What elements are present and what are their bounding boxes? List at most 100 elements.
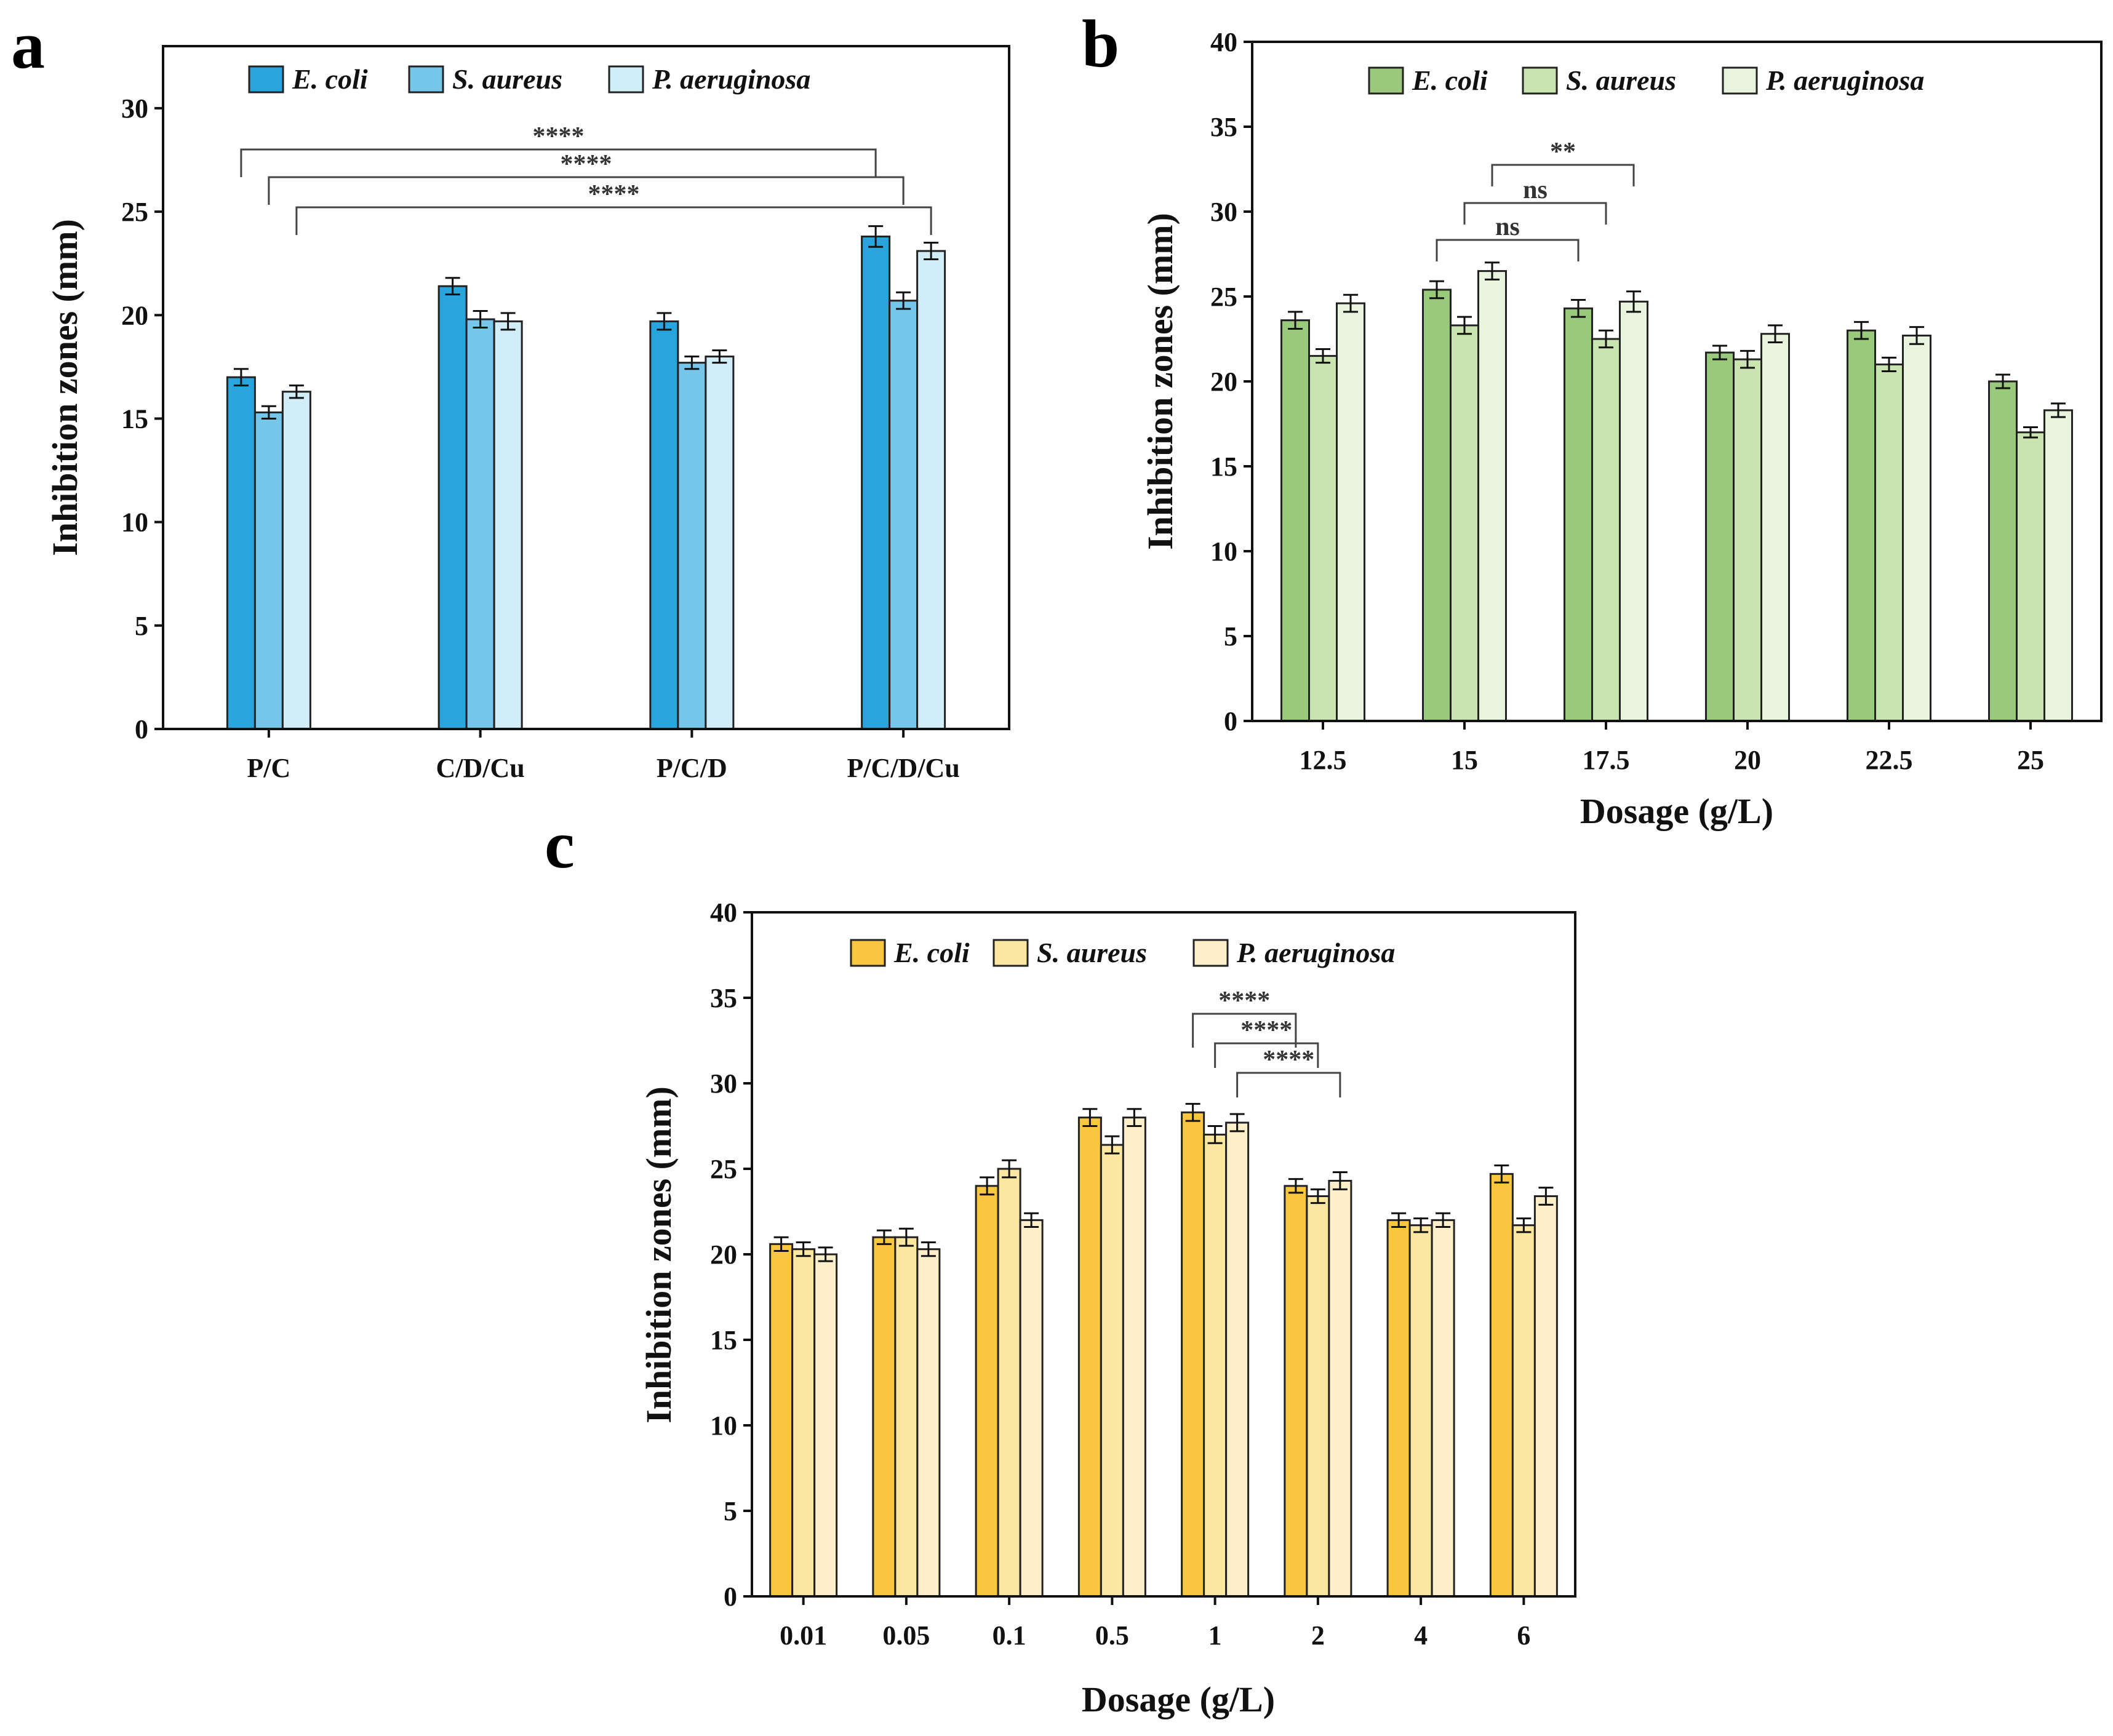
legend-label: E. coli <box>292 63 368 95</box>
x-axis-title: Dosage (g/L) <box>1082 1679 1275 1719</box>
y-tick-label: 10 <box>710 1411 737 1441</box>
x-tick-label: 22.5 <box>1866 745 1913 775</box>
significance-bracket <box>268 176 905 205</box>
bar <box>889 300 919 730</box>
x-axis-title: Dosage (g/L) <box>1580 791 1773 831</box>
bar <box>2043 409 2073 722</box>
bar <box>1181 1111 1205 1598</box>
y-tick-label: 10 <box>121 508 148 538</box>
bar <box>1533 1195 1558 1598</box>
y-tick-label: 30 <box>121 94 148 124</box>
legend-label: S. aureus <box>452 63 562 95</box>
significance-bracket <box>1214 1042 1319 1068</box>
bar <box>916 250 946 730</box>
bar <box>997 1168 1021 1598</box>
y-tick-label: 30 <box>710 1069 737 1099</box>
bar <box>1902 334 1931 722</box>
y-tick-label: 0 <box>724 1582 737 1612</box>
bar <box>254 411 284 730</box>
bar <box>1489 1173 1514 1598</box>
y-tick-label: 0 <box>1224 706 1237 736</box>
significance-label: **** <box>1263 1046 1314 1074</box>
x-tick-label: 20 <box>1734 745 1761 775</box>
significance-bracket <box>1236 1072 1341 1097</box>
bar <box>1847 329 1876 722</box>
y-tick-label: 25 <box>710 1154 737 1184</box>
significance-label: **** <box>588 180 640 209</box>
bar <box>1306 1195 1330 1598</box>
significance-bracket <box>1436 239 1580 261</box>
bar <box>1760 333 1790 722</box>
x-tick-label: 25 <box>2017 745 2044 775</box>
x-tick-label: 6 <box>1517 1620 1530 1650</box>
bar <box>1284 1185 1308 1598</box>
y-axis-title: Inhibition zones (mm) <box>639 1086 679 1423</box>
significance-label: **** <box>561 150 612 178</box>
bar <box>1431 1219 1455 1598</box>
x-tick-label: 2 <box>1311 1620 1325 1650</box>
bar <box>1705 351 1735 722</box>
bar <box>677 362 707 730</box>
significance-bracket <box>1192 1013 1297 1048</box>
x-tick-label: 12.5 <box>1300 745 1347 775</box>
bar <box>916 1248 941 1598</box>
y-tick-label: 20 <box>121 300 148 330</box>
significance-bracket <box>1491 164 1635 186</box>
bar <box>1328 1179 1352 1598</box>
bar <box>1100 1144 1124 1598</box>
y-tick-label: 15 <box>1210 452 1237 482</box>
y-axis-title: Inhibition zones (mm) <box>1140 213 1180 550</box>
significance-bracket <box>1463 202 1607 225</box>
bar <box>1988 380 2018 722</box>
y-tick-label: 20 <box>710 1240 737 1270</box>
y-tick-label: 30 <box>1210 197 1237 227</box>
legend-swatch <box>248 65 284 94</box>
x-tick-label: C/D/Cu <box>436 753 525 783</box>
bar <box>465 318 495 730</box>
x-tick-label: 0.5 <box>1095 1620 1129 1650</box>
legend-label: P. aeruginosa <box>1765 65 1924 96</box>
y-tick-label: 25 <box>1210 282 1237 312</box>
y-tick-label: 5 <box>724 1496 737 1526</box>
bar <box>1077 1117 1102 1598</box>
x-tick-label: 0.05 <box>882 1620 930 1650</box>
x-tick-label: 1 <box>1208 1620 1222 1650</box>
bar <box>1386 1219 1411 1598</box>
bar <box>1477 270 1507 722</box>
significance-label: ns <box>1495 213 1520 241</box>
bar <box>975 1185 999 1598</box>
legend-swatch <box>850 939 886 967</box>
y-tick-label: 20 <box>1210 367 1237 397</box>
y-tick-label: 0 <box>135 714 148 744</box>
bar <box>1511 1224 1536 1598</box>
legend: E. coli S. aureus P. aeruginosa <box>850 937 1395 968</box>
significance-label: **** <box>1218 987 1270 1015</box>
legend-swatch <box>1368 66 1404 95</box>
x-tick-label: 17.5 <box>1583 745 1630 775</box>
x-tick-label: 0.01 <box>780 1620 827 1650</box>
y-tick-label: 15 <box>710 1325 737 1355</box>
bar <box>1564 307 1593 722</box>
bar <box>705 356 735 730</box>
significance-label: ** <box>1550 138 1576 166</box>
bar <box>1733 358 1762 722</box>
bar <box>1619 300 1648 722</box>
legend: E. coli S. aureus P. aeruginosa <box>1368 65 1924 96</box>
bar <box>1308 355 1338 722</box>
y-tick-label: 10 <box>1210 536 1237 567</box>
significance-bracket <box>295 206 932 235</box>
legend-label: E. coli <box>1412 65 1488 96</box>
bar <box>1203 1133 1228 1598</box>
bar <box>791 1248 816 1598</box>
significance-label: ns <box>1523 176 1548 204</box>
chart-panel-b: b 0 5 10 15 20 25 30 35 40 12.5 15 17.5 20 22.5 25 Inhib… <box>1082 6 2103 831</box>
significance-label: **** <box>1240 1016 1292 1045</box>
chart-panel-c: c 0 5 10 15 20 25 30 35 40 0.01 0.05 0.1 0.5 1 2 4 6 Inhib… <box>545 807 1576 1719</box>
x-tick-label: P/C <box>247 753 290 783</box>
legend-label: S. aureus <box>1037 937 1147 968</box>
bar <box>894 1236 919 1598</box>
bar <box>861 235 891 730</box>
bar <box>1019 1219 1044 1598</box>
y-tick-label: 40 <box>1210 27 1237 57</box>
